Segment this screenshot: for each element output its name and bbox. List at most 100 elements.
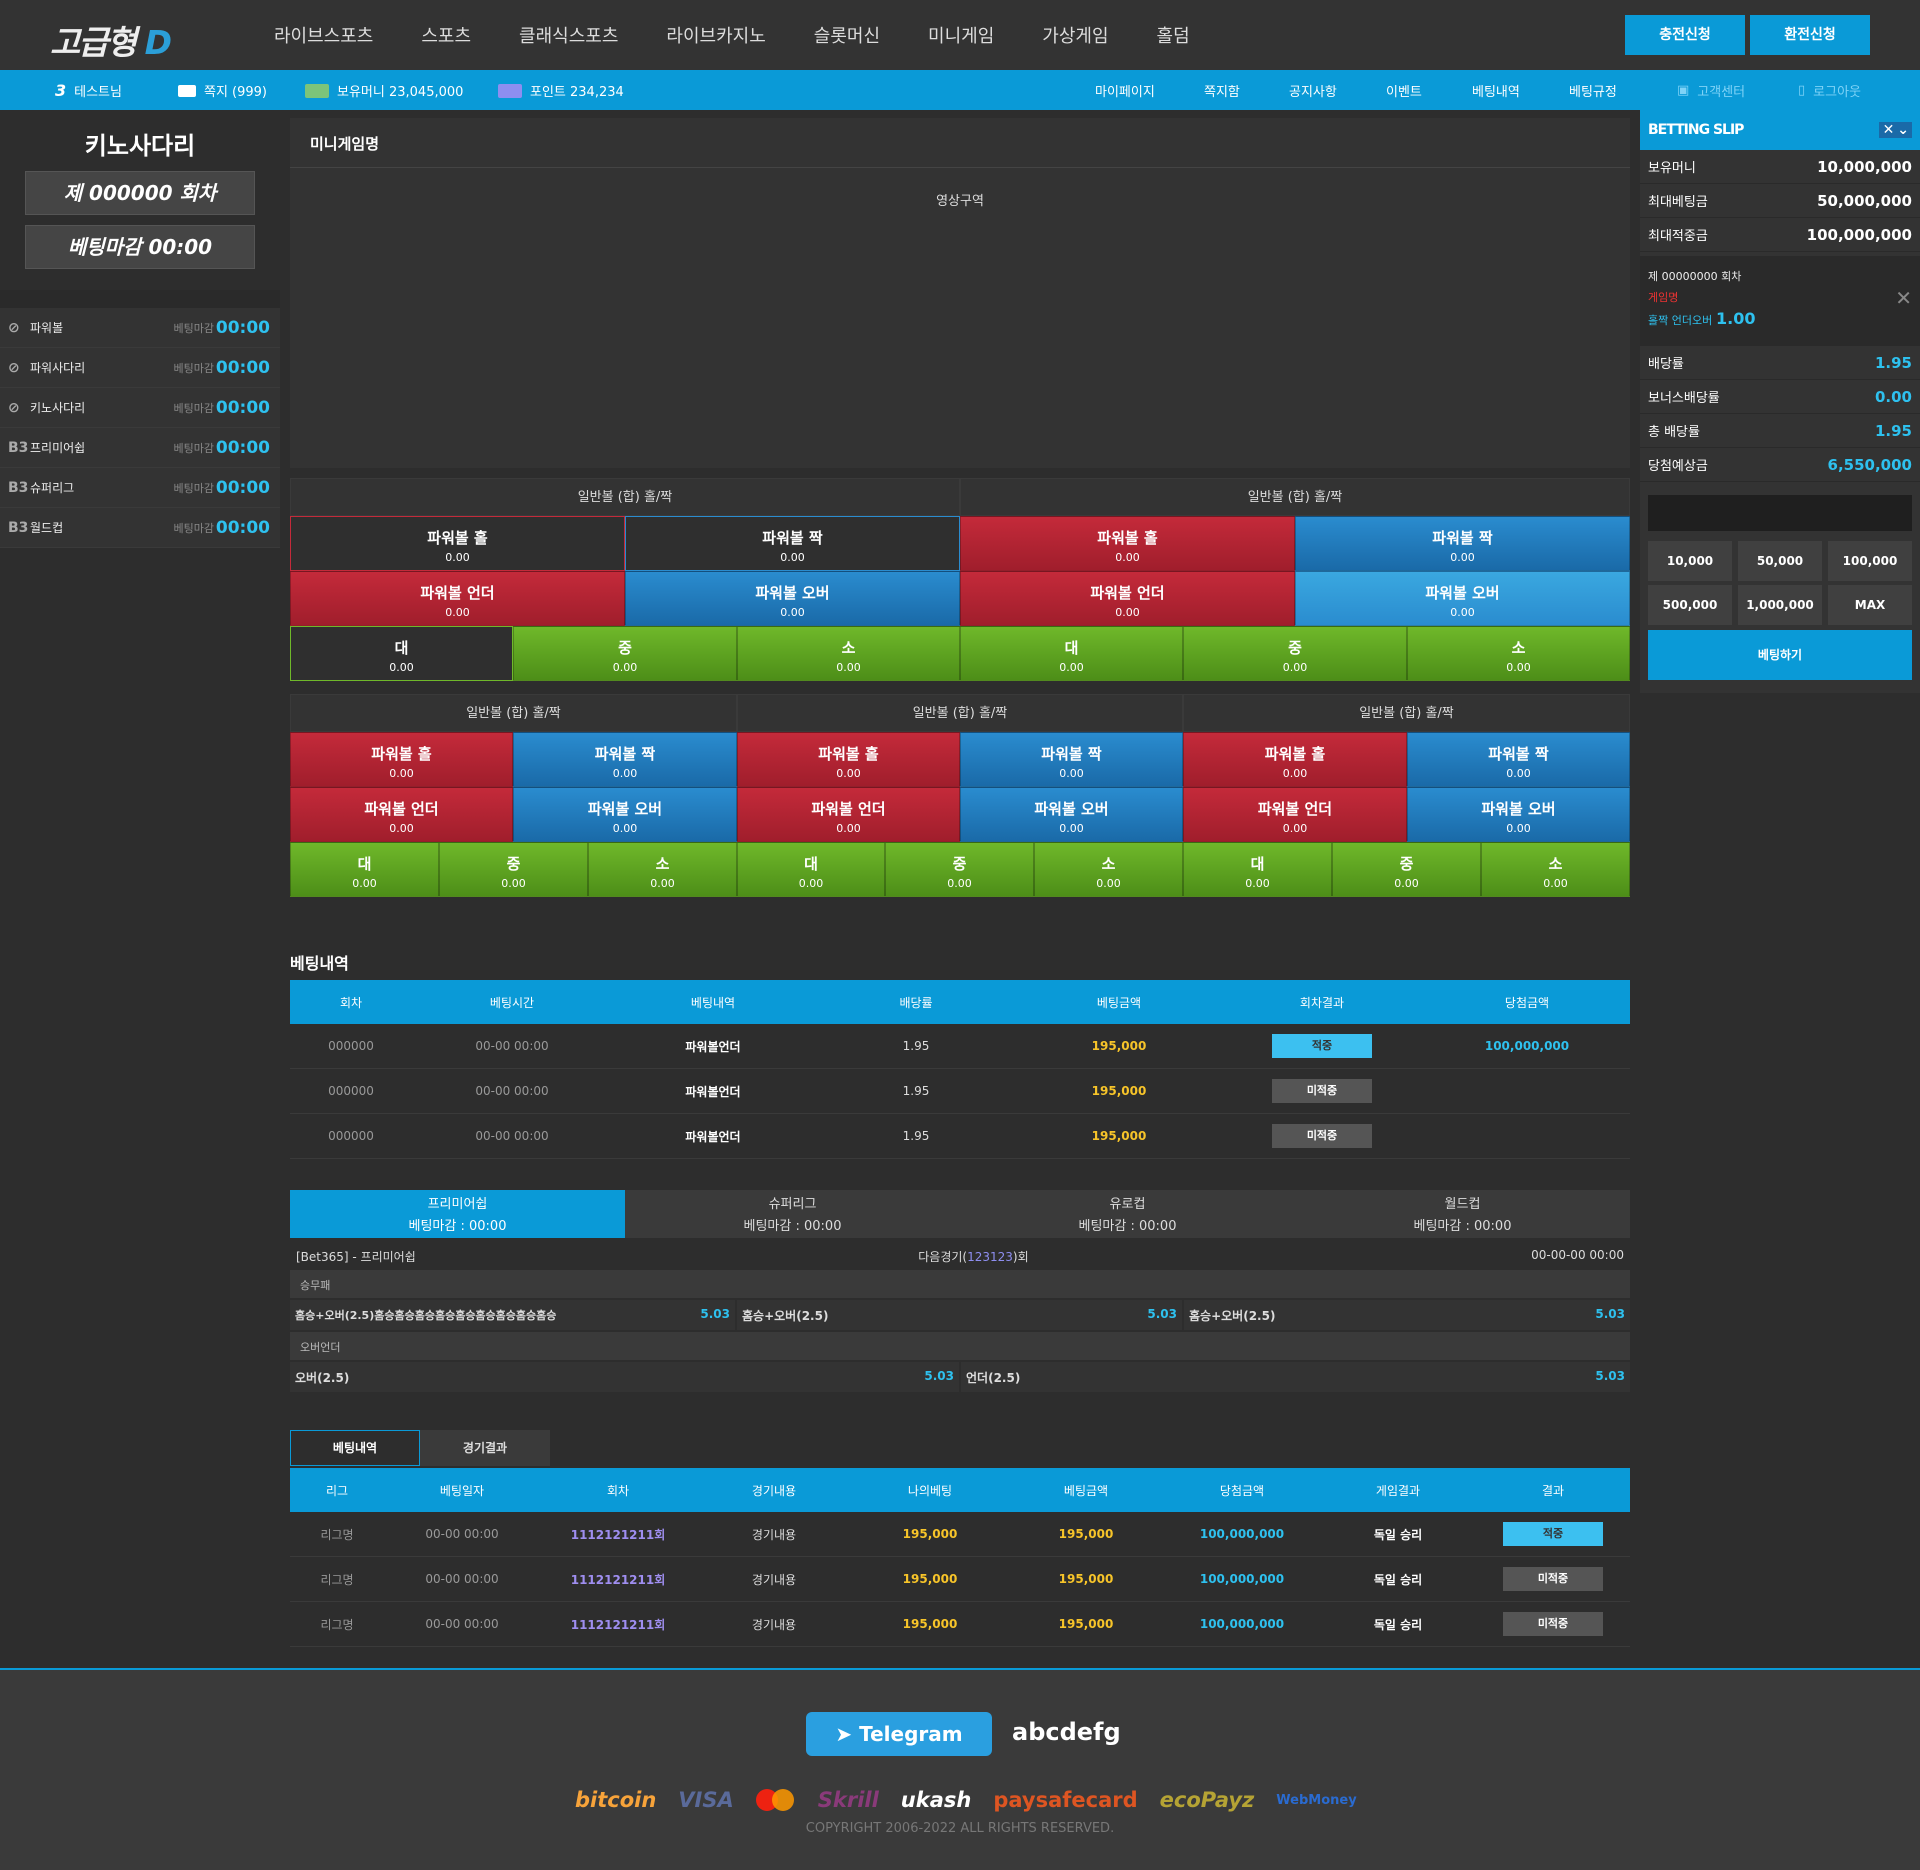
collapse-icon[interactable]: ✕ ⌄ (1878, 122, 1912, 138)
bet-under[interactable]: 파워볼 언더 0.00 (290, 571, 625, 626)
bet-amount-input[interactable] (1648, 495, 1912, 531)
nav-sports[interactable]: 스포츠 (421, 26, 472, 47)
tab-premiership[interactable]: 프리미어쉽 베팅마감 : 00:00 (290, 1190, 625, 1238)
link-mypage[interactable]: 마이페이지 (1095, 85, 1155, 100)
bet-under[interactable]: 파워볼 언더 0.00 (1183, 787, 1407, 842)
bet-big[interactable]: 대 0.00 (290, 842, 439, 897)
bet-over[interactable]: 파워볼 오버 0.00 (625, 571, 960, 626)
cell-mybet: 195,000 (902, 1617, 958, 1631)
bitcoin-logo: bitcoin (575, 1788, 657, 1812)
game-icon: ⊘ (8, 399, 20, 416)
odd-button-over[interactable]: 오버(2.5) 5.03 (290, 1362, 959, 1392)
bet-under[interactable]: 파워볼 언더 0.00 (737, 787, 960, 842)
tab-superleague[interactable]: 슈퍼리그 베팅마감 : 00:00 (743, 1197, 842, 1234)
bet-big[interactable]: 대 0.00 (960, 626, 1183, 681)
logout-link[interactable]: ▯ 로그아웃 (1798, 81, 1861, 100)
bet-small[interactable]: 소 0.00 (588, 842, 737, 897)
max-button[interactable]: MAX (1828, 585, 1912, 625)
place-bet-button[interactable]: 베팅하기 (1648, 630, 1912, 680)
nav-holdem[interactable]: 홀덤 (1156, 26, 1190, 47)
bet-over[interactable]: 파워볼 오버 0.00 (1295, 571, 1630, 626)
charge-button[interactable]: 충전신청 (1625, 15, 1745, 55)
amount-button[interactable]: 10,000 (1648, 541, 1732, 581)
game-item-keno-ladder[interactable]: ⊘ 키노사다리 베팅마감 00:00 (0, 388, 280, 428)
odd-button-under[interactable]: 언더(2.5) 5.03 (961, 1362, 1630, 1392)
nav-minigame[interactable]: 미니게임 (928, 26, 995, 47)
bet-mid[interactable]: 중 0.00 (513, 626, 737, 681)
market-label: 승무패 (290, 1270, 1630, 1298)
bet-odd[interactable]: 파워볼 홀 0.00 (1183, 732, 1407, 787)
bet-mid[interactable]: 중 0.00 (885, 842, 1034, 897)
bet-small[interactable]: 소 0.00 (1407, 626, 1630, 681)
odd-button[interactable]: 홈승+오버(2.5)홈승홈승홈승홈승홈승홈승홈승홈승홈승 5.03 (290, 1300, 735, 1330)
bet-under[interactable]: 파워볼 언더 0.00 (290, 787, 513, 842)
point-value: 포인트 234,234 (530, 85, 624, 100)
col-amount: 베팅금액 (1096, 995, 1142, 1010)
nav-classic-sports[interactable]: 클래식스포츠 (519, 26, 619, 47)
game-item-powerball[interactable]: ⊘ 파워볼 베팅마감 00:00 (0, 308, 280, 348)
bet-odd[interactable]: 파워볼 홀 0.00 (290, 516, 625, 571)
bet-small[interactable]: 소 0.00 (737, 626, 960, 681)
link-notice[interactable]: 공지사항 (1289, 85, 1337, 100)
nav-live-sports[interactable]: 라이브스포츠 (274, 26, 374, 47)
bet-big[interactable]: 대 0.00 (737, 842, 885, 897)
bet-odd[interactable]: 파워볼 홀 0.00 (737, 732, 960, 787)
message-link[interactable]: 쪽지 (999) (178, 81, 267, 100)
bet-under[interactable]: 파워볼 언더 0.00 (960, 571, 1295, 626)
bet-mid[interactable]: 중 0.00 (1332, 842, 1481, 897)
tab-eurocup[interactable]: 유로컵 베팅마감 : 00:00 (1078, 1197, 1177, 1234)
bet-mid[interactable]: 중 0.00 (1183, 626, 1407, 681)
odd-button[interactable]: 홈승+오버(2.5) 5.03 (1184, 1300, 1630, 1330)
amount-button[interactable]: 500,000 (1648, 585, 1732, 625)
amount-button[interactable]: 1,000,000 (1738, 585, 1822, 625)
nav-virtual[interactable]: 가상게임 (1042, 26, 1109, 47)
bet-over[interactable]: 파워볼 오버 0.00 (1407, 787, 1630, 842)
telegram-button[interactable]: ➤ Telegram (806, 1712, 992, 1756)
link-event[interactable]: 이벤트 (1386, 85, 1422, 100)
telegram-icon: ➤ (835, 1722, 860, 1746)
link-inbox[interactable]: 쪽지함 (1204, 85, 1240, 100)
row-value: 1.95 (1874, 421, 1912, 440)
bet-even[interactable]: 파워볼 짝 0.00 (625, 516, 960, 571)
bet-pick: 홀짝 언더오버 (1648, 314, 1713, 327)
exchange-button[interactable]: 환전신청 (1750, 15, 1870, 55)
bet-even[interactable]: 파워볼 짝 0.00 (1295, 516, 1630, 571)
tab-my-bets[interactable]: 베팅내역 (290, 1430, 420, 1466)
bet-odd[interactable]: 파워볼 홀 0.00 (290, 732, 513, 787)
tab-worldcup[interactable]: 월드컵 베팅마감 : 00:00 (1413, 1197, 1512, 1234)
bet-big[interactable]: 대 0.00 (290, 626, 513, 681)
link-bet-rules[interactable]: 베팅규정 (1569, 85, 1617, 100)
support-link[interactable]: ▣ 고객센터 (1677, 81, 1745, 100)
bet-mid[interactable]: 중 0.00 (439, 842, 588, 897)
amount-button[interactable]: 100,000 (1828, 541, 1912, 581)
bet-over[interactable]: 파워볼 오버 0.00 (513, 787, 737, 842)
webmoney-logo: WebMoney (1276, 1792, 1357, 1808)
bet-even[interactable]: 파워볼 짝 0.00 (1407, 732, 1630, 787)
game-icon: ⊘ (8, 359, 20, 376)
logout-label: 로그아웃 (1813, 85, 1861, 100)
bet-even[interactable]: 파워볼 짝 0.00 (960, 732, 1183, 787)
nav-slot[interactable]: 슬롯머신 (813, 26, 881, 47)
bet-small[interactable]: 소 0.00 (1481, 842, 1630, 897)
bet-small[interactable]: 소 0.00 (1034, 842, 1183, 897)
slip-row: 당첨예상금 6,550,000 (1640, 448, 1920, 482)
amount-button[interactable]: 50,000 (1738, 541, 1822, 581)
col-game-result: 게임결과 (1375, 1483, 1421, 1498)
bet-odd[interactable]: 파워볼 홀 0.00 (960, 516, 1295, 571)
close-icon[interactable]: ✕ (1895, 286, 1912, 310)
nav-live-casino[interactable]: 라이브카지노 (666, 26, 766, 47)
game-item-power-ladder[interactable]: ⊘ 파워사다리 베팅마감 00:00 (0, 348, 280, 388)
bet-big[interactable]: 대 0.00 (1183, 842, 1332, 897)
game-item-worldcup[interactable]: B3 월드컵 베팅마감 00:00 (0, 508, 280, 548)
tab-results[interactable]: 경기결과 (420, 1430, 550, 1466)
bet-over[interactable]: 파워볼 오버 0.00 (960, 787, 1183, 842)
game-item-superleague[interactable]: B3 슈퍼리그 베팅마감 00:00 (0, 468, 280, 508)
game-item-premiership[interactable]: B3 프리미어쉽 베팅마감 00:00 (0, 428, 280, 468)
cell-round: 000000 (328, 1084, 374, 1098)
site-logo[interactable]: 고급형 D (50, 23, 172, 62)
link-bet-history[interactable]: 베팅내역 (1472, 85, 1520, 100)
odd-button[interactable]: 홈승+오버(2.5) 5.03 (737, 1300, 1182, 1330)
bet-even[interactable]: 파워볼 짝 0.00 (513, 732, 737, 787)
cell-odds: 1.95 (902, 1084, 930, 1098)
cell-round: 1112121211회 (570, 1572, 666, 1587)
